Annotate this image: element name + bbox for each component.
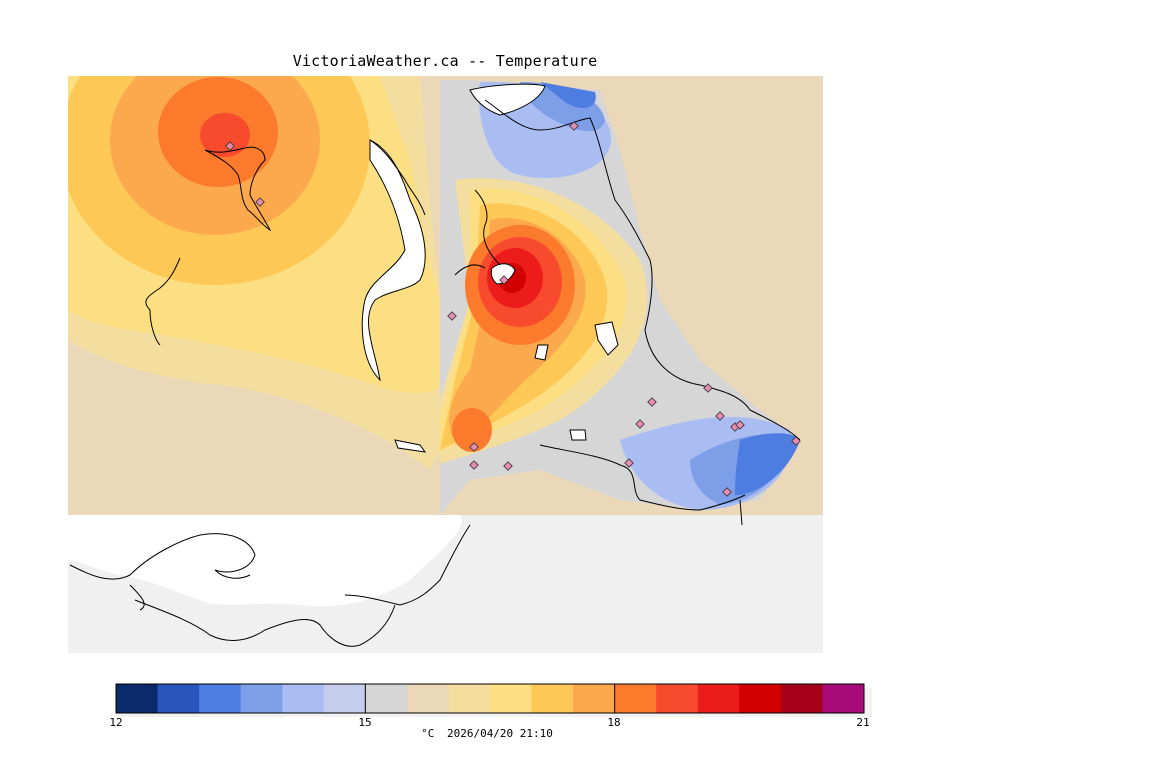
station-marker [469, 460, 479, 470]
coastline-south [69, 524, 471, 647]
colorbar-frame [115, 683, 865, 714]
station-marker [469, 442, 479, 452]
station-marker [635, 419, 645, 429]
station-marker [722, 487, 732, 497]
timestamp-label: 2026/04/20 21:10 [446, 727, 553, 740]
map-title: VictoriaWeather.ca -- Temperature [292, 52, 598, 70]
colorbar-swatch [822, 684, 865, 713]
colorbar-swatch [116, 684, 159, 713]
station-marker [647, 397, 657, 407]
colorbar-swatch [240, 684, 283, 713]
colorbar-swatch [573, 684, 616, 713]
colorbar-tick-21: 21 [856, 716, 870, 729]
station-marker [447, 311, 457, 321]
station-marker [715, 411, 725, 421]
colorbar-swatch [323, 684, 366, 713]
colorbar-swatch [739, 684, 782, 713]
colorbar-tick-18: 18 [607, 716, 621, 729]
temperature-colorbar [115, 683, 872, 717]
station-marker [791, 436, 801, 446]
station-marker [735, 420, 745, 430]
colorbar-swatch [780, 684, 823, 713]
station-marker [503, 461, 513, 471]
colorbar-swatch [697, 684, 740, 713]
colorbar-tick-15: 15 [358, 716, 372, 729]
station-marker [499, 275, 509, 285]
station-markers [225, 121, 801, 497]
colorbar-swatch [448, 684, 491, 713]
coastlines [145, 99, 801, 526]
colorbar-swatch [157, 684, 200, 713]
colorbar-swatch [282, 684, 325, 713]
colorbar-caption: °C 2026/04/20 21:10 [421, 727, 559, 740]
station-marker [569, 121, 579, 131]
colorbar-swatch [614, 684, 657, 713]
colorbar-swatch [531, 684, 574, 713]
colorbar-swatch [365, 684, 408, 713]
colorbar-swatch [490, 684, 533, 713]
water-bodies [68, 83, 619, 607]
station-marker [624, 458, 634, 468]
station-marker [703, 383, 713, 393]
colorbar-tick-12: 12 [109, 716, 123, 729]
colorbar-swatch [199, 684, 242, 713]
colorbar-swatch [656, 684, 699, 713]
colorbar-swatch [406, 684, 449, 713]
unit-label: °C [421, 727, 435, 740]
station-marker [225, 141, 235, 151]
station-marker [255, 197, 265, 207]
